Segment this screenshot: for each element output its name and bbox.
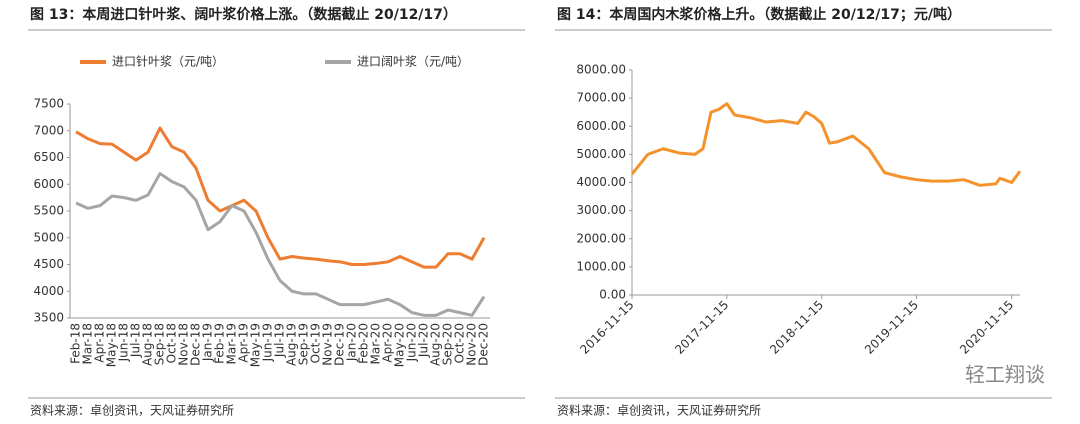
x-tick-label: 2020-11-15 (957, 298, 1016, 357)
chart-title: 图 14：本周国内木浆价格上升。（数据截止 20/12/17；元/吨） (557, 6, 961, 23)
source: 资料来源：卓创资讯，天风证券研究所 (557, 403, 761, 418)
x-tick-label: 2017-11-15 (672, 298, 731, 357)
x-tick-label: Nov-19 (321, 323, 335, 366)
y-tick-label: 6500 (33, 150, 64, 164)
x-tick-label: Oct-20 (453, 323, 467, 363)
x-tick-label: May-19 (249, 323, 263, 367)
x-tick-label: Jun-19 (261, 323, 275, 362)
x-tick-label: Jul-18 (129, 323, 143, 358)
y-tick-label: 3000.00 (576, 203, 626, 217)
y-tick-label: 2000.00 (576, 231, 626, 245)
chart-title: 图 13：本周进口针叶浆、阔叶浆价格上涨。（数据截止 20/12/17） (30, 6, 457, 23)
y-tick-label: 5500 (33, 204, 64, 218)
y-tick-label: 5000 (33, 230, 64, 244)
watermark: 轻工翔谈 (965, 363, 1045, 387)
y-tick-label: 0.00 (599, 288, 626, 302)
x-tick-label: Jul-19 (273, 323, 287, 358)
y-tick-label: 5000.00 (576, 147, 626, 161)
x-tick-label: Dec-19 (333, 323, 347, 366)
x-tick-label: Jan-20 (345, 323, 359, 362)
x-tick-label: Sep-19 (297, 323, 311, 365)
x-tick-label: Mar-20 (369, 323, 383, 364)
legend-label: 进口阔叶浆（元/吨） (357, 54, 469, 69)
x-tick-label: Jun-18 (117, 323, 131, 362)
x-tick-label: Aug-19 (285, 323, 299, 366)
x-tick-label: 2019-11-15 (862, 298, 921, 357)
x-tick-label: Sep-18 (153, 323, 167, 365)
x-tick-label: Jul-20 (417, 323, 431, 358)
y-tick-label: 1000.00 (576, 259, 626, 273)
x-tick-label: Jun-20 (405, 323, 419, 362)
x-tick-label: 2018-11-15 (767, 298, 826, 357)
x-tick-label: Nov-18 (177, 323, 191, 366)
x-tick-label: 2016-11-15 (577, 298, 636, 357)
x-tick-label: Aug-20 (429, 323, 443, 366)
x-tick-label: Mar-18 (81, 323, 95, 364)
x-tick-label: Feb-19 (213, 323, 227, 364)
series-line (75, 126, 486, 269)
x-tick-label: Feb-18 (69, 323, 83, 364)
x-tick-label: Jan-19 (201, 323, 215, 362)
y-tick-label: 3500 (33, 311, 64, 325)
x-tick-label: Sep-20 (441, 323, 455, 365)
x-tick-label: Nov-20 (465, 323, 479, 366)
legend-label: 进口针叶浆（元/吨） (112, 54, 224, 69)
y-tick-label: 8000.00 (576, 63, 626, 77)
y-tick-label: 7500 (33, 97, 64, 111)
x-tick-label: Aug-18 (141, 323, 155, 366)
x-tick-label: May-18 (105, 323, 119, 367)
x-tick-label: Feb-20 (357, 323, 371, 364)
x-tick-label: Mar-19 (225, 323, 239, 364)
x-tick-label: Oct-18 (165, 323, 179, 363)
x-tick-label: Apr-20 (381, 323, 395, 363)
series-line (75, 172, 486, 317)
x-tick-label: Dec-20 (477, 323, 491, 366)
x-tick-label: May-20 (393, 323, 407, 367)
y-tick-label: 4000.00 (576, 175, 626, 189)
source: 资料来源：卓创资讯，天风证券研究所 (30, 403, 234, 418)
x-tick-label: Apr-19 (237, 323, 251, 363)
series-line (630, 102, 1022, 187)
y-tick-label: 7000 (33, 123, 64, 137)
x-tick-label: Apr-18 (93, 323, 107, 363)
y-tick-label: 4500 (33, 257, 64, 271)
x-tick-label: Oct-19 (309, 323, 323, 363)
y-tick-label: 6000 (33, 177, 64, 191)
y-tick-label: 7000.00 (576, 91, 626, 105)
x-tick-label: Dec-18 (189, 323, 203, 366)
y-tick-label: 4000 (33, 284, 64, 298)
y-tick-label: 6000.00 (576, 119, 626, 133)
